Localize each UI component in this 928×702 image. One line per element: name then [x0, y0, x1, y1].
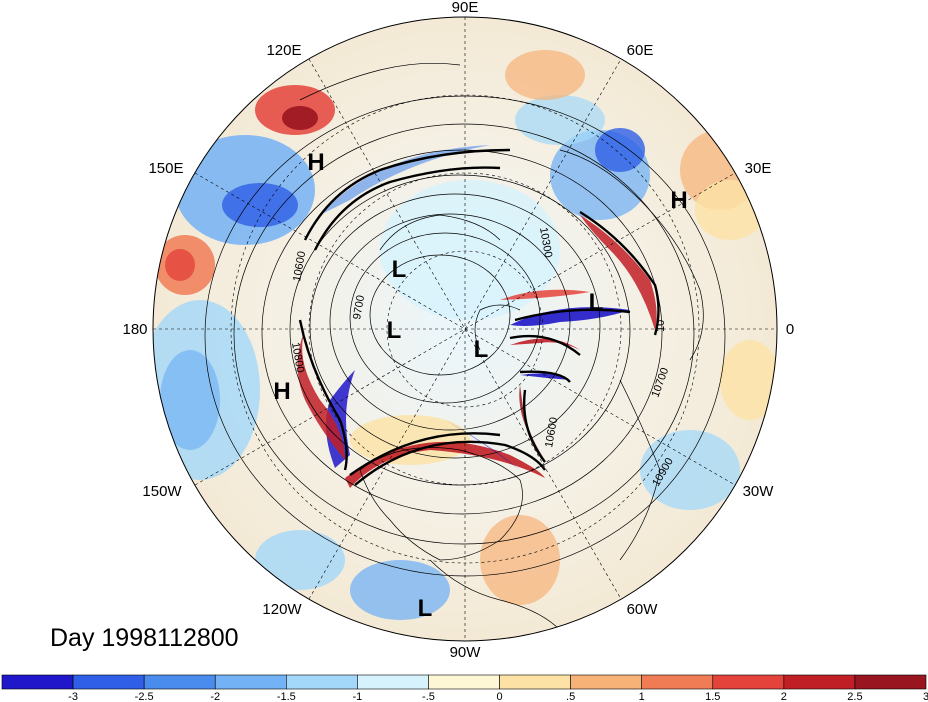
colorbar-tick-label: -2.5	[135, 691, 154, 702]
low-center-marker: L	[589, 289, 604, 316]
label-60e: 60E	[627, 42, 654, 59]
contour-label: 10	[655, 320, 667, 332]
colorbar-tick-label: -2	[210, 691, 220, 702]
colorbar: -3 -2.5 -2 -1.5 -1 -.5 0 .5 1 1.5 2 2.5 3	[1, 674, 928, 702]
label-60w: 60W	[627, 601, 659, 618]
label-120w: 120W	[262, 601, 302, 618]
colorbar-tick-label: 1	[639, 691, 645, 702]
colorbar-tick-label: 1.5	[705, 691, 720, 702]
colorbar-swatch	[428, 674, 500, 690]
pressure-centers: H H H L L L L L	[273, 149, 687, 622]
colorbar-swatch	[1, 674, 74, 690]
colorbar-swatch	[143, 674, 216, 690]
label-180: 180	[122, 321, 147, 338]
label-30w: 30W	[743, 483, 775, 500]
colorbar-swatch	[783, 674, 856, 690]
contour-label: 9700	[351, 294, 367, 320]
colorbar-tick-label: -1.5	[277, 691, 296, 702]
lat-lon-grid	[153, 17, 777, 641]
colorbar-swatch	[641, 674, 714, 690]
colorbar-tick-label: .5	[566, 691, 575, 702]
colorbar-swatch	[357, 674, 429, 690]
contour-label: 10600	[291, 250, 308, 282]
colorbar-tick-label: 3	[923, 691, 928, 702]
low-center-marker: L	[387, 317, 402, 344]
colorbar-swatch	[712, 674, 785, 690]
contour-label: 10800	[289, 341, 306, 373]
colorbar-swatch	[854, 674, 927, 690]
date-title: Day 1998112800	[50, 624, 239, 652]
label-120e: 120E	[266, 42, 301, 59]
map-boundary	[152, 16, 778, 642]
colorbar-tick-label: 2	[781, 691, 787, 702]
label-150e: 150E	[148, 160, 183, 177]
colorbar-swatch	[570, 674, 642, 690]
low-center-marker: L	[474, 336, 489, 363]
label-150w: 150W	[142, 483, 182, 500]
longitude-labels: 90E 60E 30E 0 30W 60W 90W 120W 150W 180 …	[122, 0, 794, 661]
low-center-marker: L	[392, 256, 407, 283]
label-90e: 90E	[452, 0, 479, 16]
label-0: 0	[786, 321, 794, 338]
colorbar-tick-label: -3	[68, 691, 78, 702]
colorbar-swatch	[214, 674, 287, 690]
colorbar-tick-label: 2.5	[847, 691, 862, 702]
colorbar-tick-label: -.5	[422, 691, 435, 702]
contour-label: 10600	[543, 416, 560, 448]
colorbar-swatch	[286, 674, 358, 690]
colorbar-tick-label: -1	[352, 691, 362, 702]
colorbar-tick-label: 0	[496, 691, 502, 702]
high-center-marker: H	[670, 187, 687, 214]
label-30e: 30E	[745, 160, 772, 177]
high-center-marker: H	[273, 378, 290, 405]
label-90w: 90W	[450, 644, 482, 661]
contour-label: 10300	[537, 226, 554, 258]
high-center-marker: H	[307, 149, 324, 176]
colorbar-swatch	[499, 674, 571, 690]
colorbar-swatch	[72, 674, 145, 690]
low-center-marker: L	[418, 595, 433, 622]
